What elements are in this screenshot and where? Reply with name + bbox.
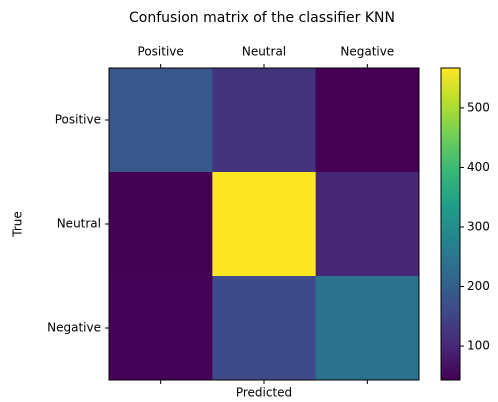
colorbar	[440, 67, 461, 381]
x-tick-label: Positive	[138, 45, 184, 59]
colorbar-tick-label: 300	[467, 219, 490, 233]
cell	[315, 68, 420, 173]
cell	[212, 68, 317, 173]
colorbar-tick-label: 500	[467, 100, 490, 114]
cell	[212, 276, 317, 381]
cell	[315, 276, 420, 381]
colorbar-tick-label: 100	[467, 339, 490, 353]
x-tick-label: Neutral	[242, 45, 286, 59]
chart-title: Confusion matrix of the classifier KNN	[129, 10, 395, 26]
cell	[315, 172, 420, 277]
y-tick-label: Positive	[55, 113, 101, 127]
cell	[109, 68, 213, 173]
colorbar-tick-label: 400	[467, 160, 490, 174]
y-tick-label: Neutral	[57, 217, 101, 231]
x-axis-label: Predicted	[236, 386, 292, 400]
y-tick-label: Negative	[47, 321, 101, 335]
cell	[109, 172, 213, 277]
colorbar-tick-label: 200	[467, 279, 490, 293]
x-tick-label: Negative	[340, 45, 394, 59]
cell	[212, 172, 317, 277]
y-axis-label: True	[11, 211, 25, 238]
cell	[109, 276, 213, 381]
